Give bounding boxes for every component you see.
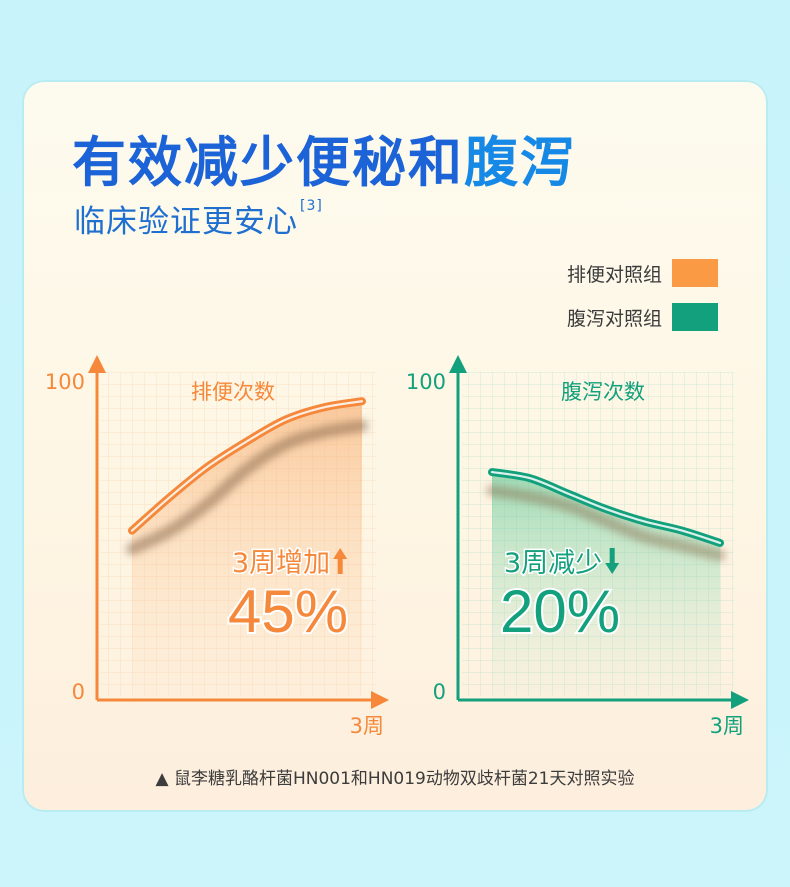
legend-label: 排便对照组 [566,263,662,286]
annotation-value: 45% [228,578,348,645]
series-line-shadow [126,419,368,556]
y-tick-label: 0 [433,680,446,704]
x-tick-label: 3周 [710,714,744,738]
arrow-down-icon [605,548,620,574]
legend: 排便对照组 腹泻对照组 [567,258,718,346]
chart-title: 排便次数 [191,380,275,404]
page-title: 有效减少便秘和腹泻 [72,118,576,197]
legend-item-diarrhea: 腹泻对照组 [567,302,718,332]
y-tick-label: 0 [72,680,85,704]
legend-item-constipation: 排便对照组 [567,258,718,288]
series-line-shadow [486,484,726,562]
citation-mark: [3] [300,198,323,214]
series-line-highlight [130,400,364,532]
arrow-up-icon [333,548,348,574]
page-subtitle: 临床验证更安心 [3] [74,196,323,241]
x-tick-label: 3周 [350,714,384,738]
legend-swatch-diarrhea [672,303,718,331]
title-part-2: 腹泻 [464,131,576,194]
annotation-label: 3周减少 [504,548,602,579]
footnote: ▲ 鼠李糖乳酪杆菌HN001和HN019动物双歧杆菌21天对照实验 [155,769,635,789]
annotation-value: 20% [500,578,620,645]
legend-label: 腹泻对照组 [566,307,662,330]
series-area [132,401,362,700]
y-tick-label: 100 [45,370,85,394]
subtitle-text: 临床验证更安心 [74,204,298,240]
chart-title: 腹泻次数 [561,380,645,404]
title-part-1: 有效减少便秘和 [72,131,464,194]
legend-swatch-constipation [672,259,718,287]
y-tick-label: 100 [406,370,446,394]
series-line-highlight [490,470,722,545]
annotation-label: 3周增加 [232,548,330,579]
